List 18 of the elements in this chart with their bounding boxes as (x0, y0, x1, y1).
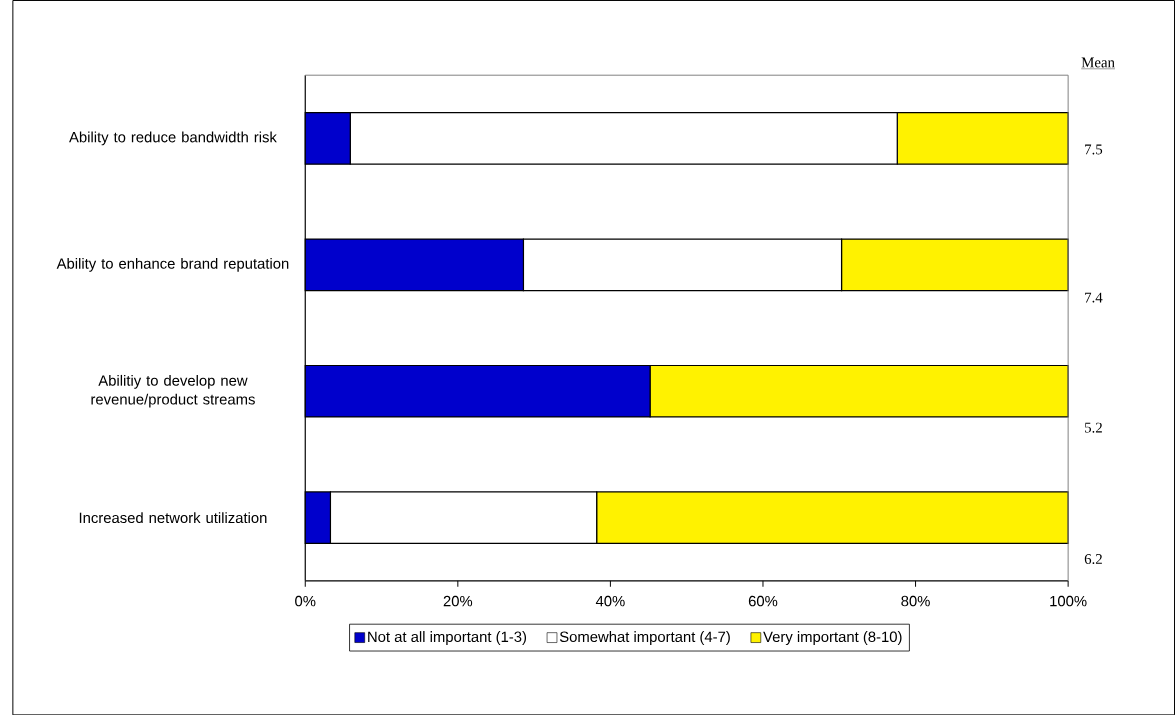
legend-label: Very important (8-10) (763, 630, 902, 645)
x-tick-label: 0% (295, 595, 316, 607)
legend-label: Not at all important (1-3) (368, 630, 527, 645)
text: 5.2 (1085, 422, 1102, 433)
y-tick-label: Ability to reduce bandwidth risk (69, 131, 277, 146)
y-tick-label: Increased network utilization (79, 511, 267, 523)
y-tick-label: Abilitiy to develop new revenue/product streams (91, 374, 255, 408)
legend-label: Somewhat important (4-7) (559, 630, 730, 645)
x-tick-label: 60% (748, 595, 778, 607)
y-tick-label: Ability to enhance brand reputation (56, 257, 289, 272)
x-tick-label: 40% (595, 595, 625, 607)
x-tick-label: 20% (443, 595, 473, 607)
text: Mean (1081, 57, 1115, 68)
text: 7.5 (1085, 144, 1103, 155)
text: 6.2 (1084, 553, 1102, 564)
x-tick-label: 100% (1050, 595, 1087, 607)
text: 7.4 (1085, 292, 1103, 303)
x-tick-label: 80% (901, 595, 930, 607)
